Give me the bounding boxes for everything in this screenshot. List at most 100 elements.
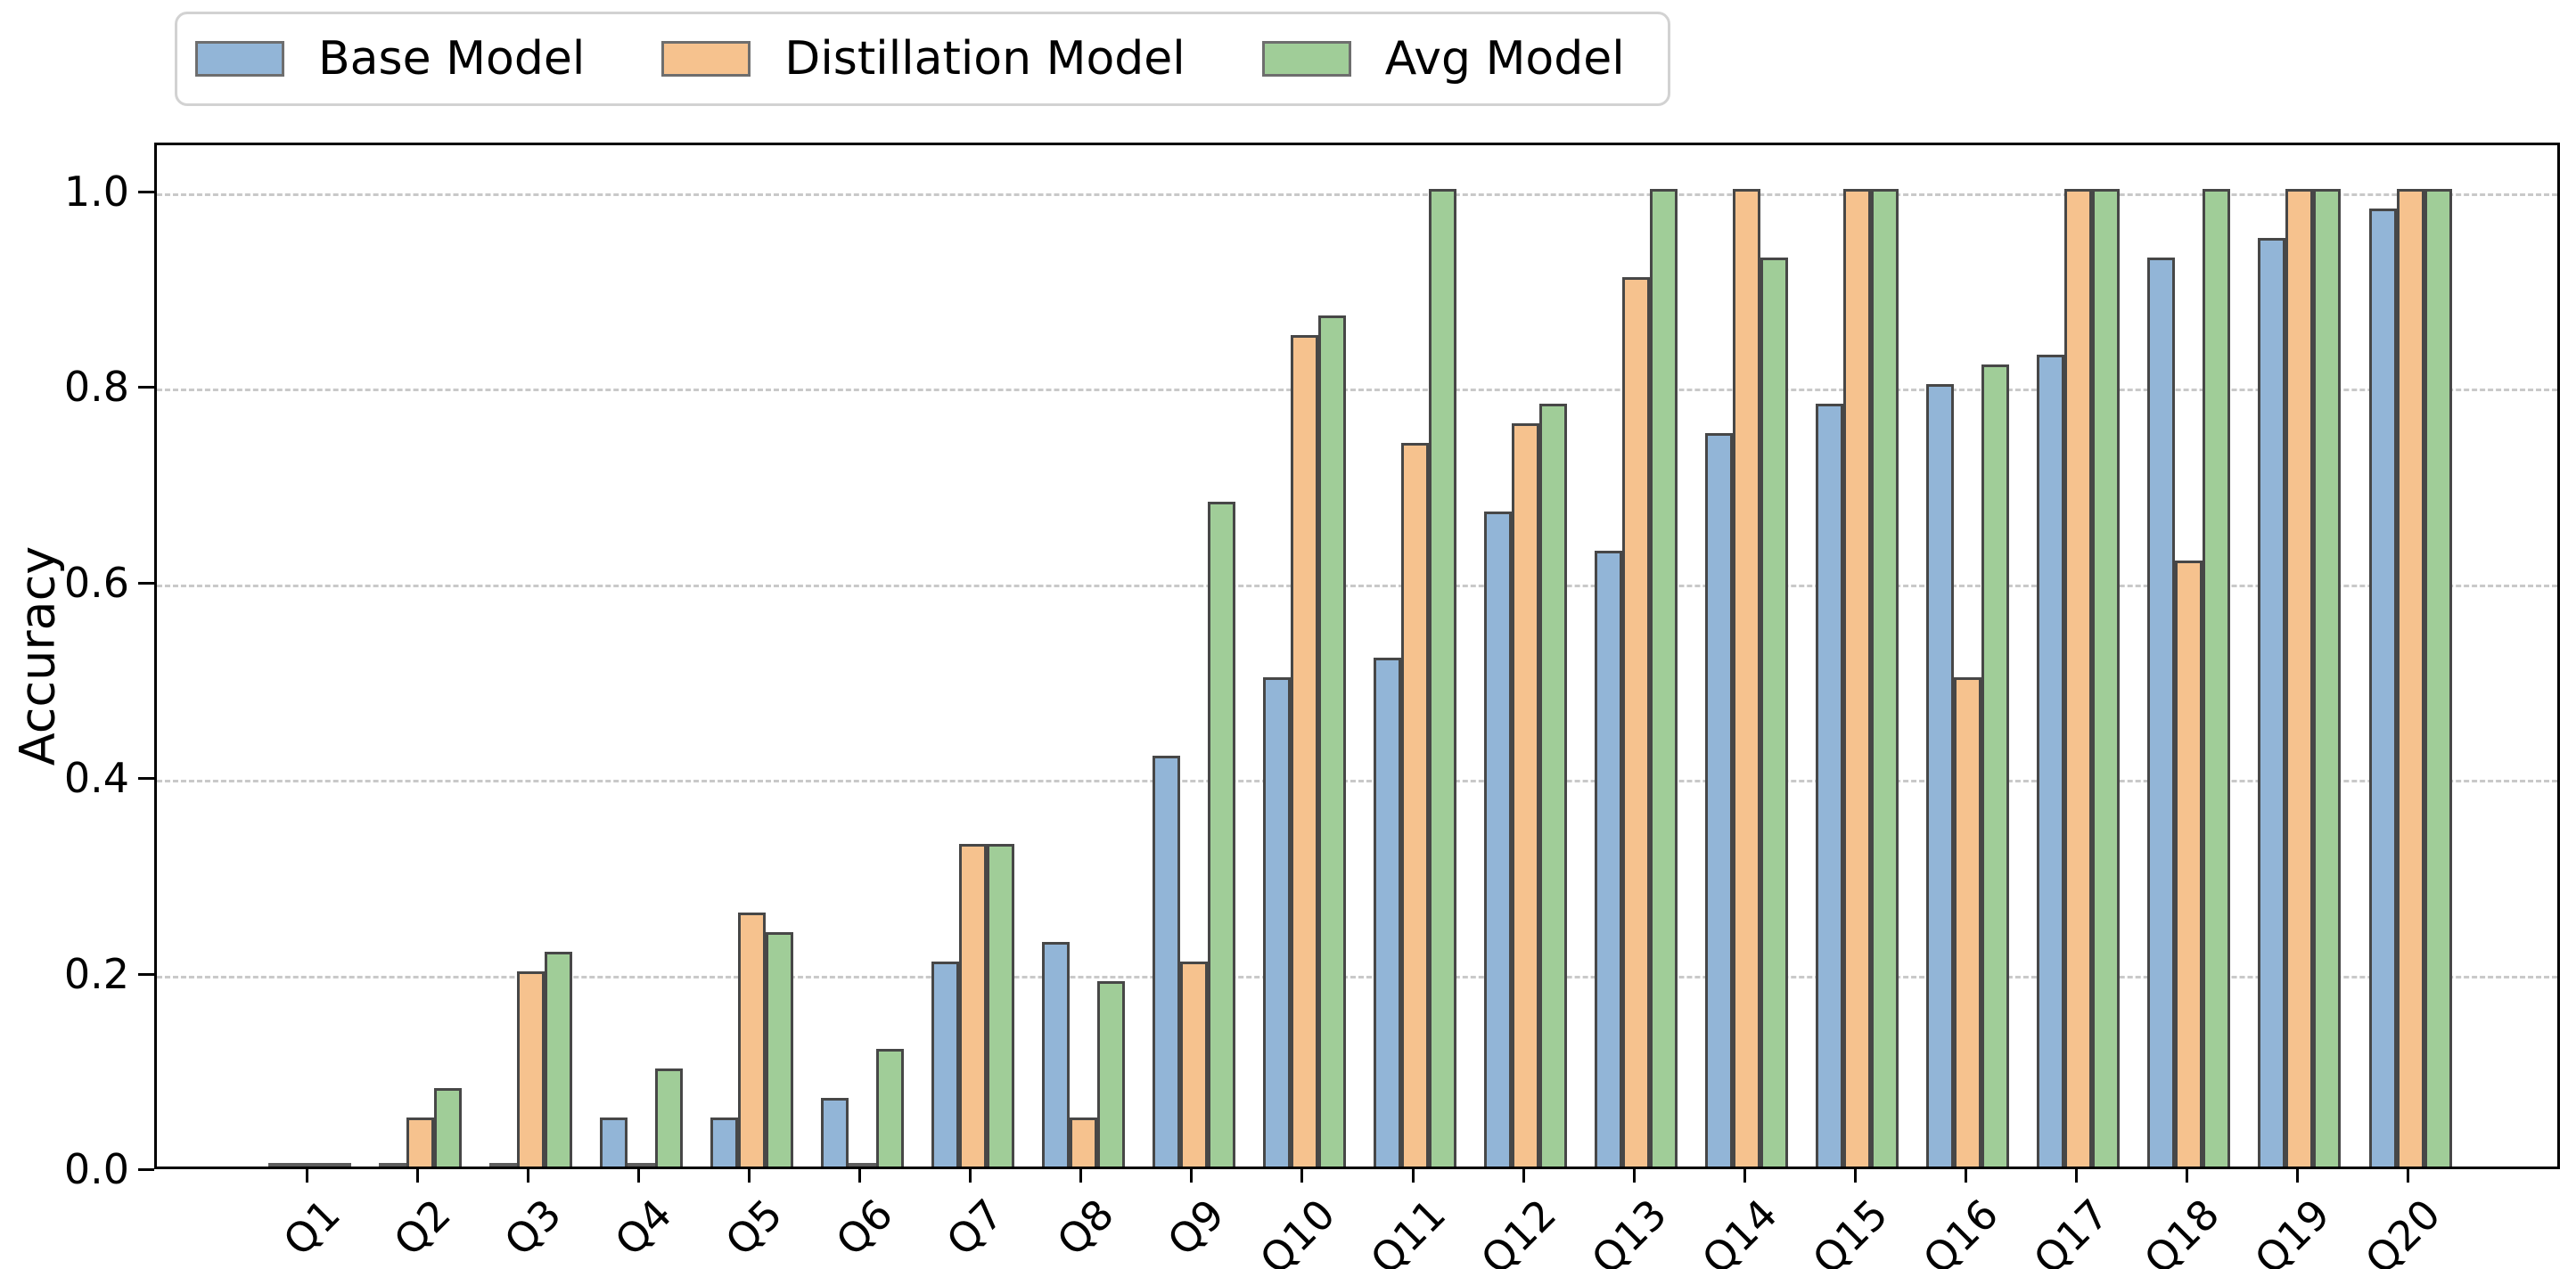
- bar-base-model-q12: [1484, 512, 1513, 1167]
- gridline-0.4: [157, 780, 2557, 783]
- y-tick-mark-0.8: [138, 386, 154, 389]
- x-tick-label-q10: Q10: [1250, 1190, 1344, 1269]
- legend-swatch-distillation-model: [661, 41, 751, 77]
- x-tick-mark-q8: [1079, 1169, 1083, 1183]
- bar-distillation-model-q3: [516, 971, 545, 1167]
- bar-avg-model-q5: [765, 932, 793, 1167]
- bar-distillation-model-q10: [1290, 335, 1318, 1167]
- x-tick-label-q5: Q5: [716, 1190, 792, 1265]
- bar-base-model-q7: [931, 962, 959, 1167]
- bar-distillation-model-q12: [1512, 423, 1540, 1167]
- bar-avg-model-q1: [323, 1163, 351, 1167]
- x-tick-mark-q10: [1300, 1169, 1304, 1183]
- gridline-1.0: [157, 192, 2557, 196]
- x-tick-mark-q4: [637, 1169, 641, 1183]
- gridline-0.2: [157, 975, 2557, 978]
- bar-distillation-model-q19: [2285, 189, 2314, 1167]
- y-tick-label-0.0: 0.0: [63, 1145, 129, 1193]
- bar-base-model-q6: [820, 1098, 849, 1167]
- bar-distillation-model-q15: [1843, 189, 1872, 1167]
- x-tick-label-q8: Q8: [1047, 1190, 1123, 1265]
- x-tick-mark-q16: [1964, 1169, 1967, 1183]
- y-tick-label-0.6: 0.6: [63, 558, 129, 607]
- bar-avg-model-q3: [544, 952, 572, 1167]
- x-tick-label-q4: Q4: [605, 1190, 681, 1265]
- x-tick-mark-q17: [2074, 1169, 2078, 1183]
- y-tick-label-1.0: 1.0: [63, 167, 129, 216]
- legend-item-avg-model: Avg Model: [1261, 32, 1625, 86]
- bar-avg-model-q6: [875, 1049, 904, 1167]
- bar-base-model-q9: [1152, 756, 1180, 1167]
- bar-avg-model-q12: [1539, 404, 1568, 1167]
- legend-item-distillation-model: Distillation Model: [661, 36, 1185, 82]
- bar-avg-model-q17: [2092, 189, 2121, 1167]
- y-tick-mark-0.6: [138, 581, 154, 585]
- bar-distillation-model-q4: [627, 1163, 655, 1167]
- x-tick-label-q13: Q13: [1581, 1190, 1676, 1269]
- bar-base-model-q4: [599, 1118, 628, 1167]
- y-tick-mark-1.0: [138, 190, 154, 193]
- bar-avg-model-q14: [1760, 258, 1789, 1167]
- bar-distillation-model-q9: [1179, 962, 1208, 1167]
- gridline-0.8: [157, 389, 2557, 392]
- bar-base-model-q10: [1262, 677, 1291, 1167]
- x-tick-mark-q13: [1632, 1169, 1636, 1183]
- bar-base-model-q2: [378, 1163, 406, 1167]
- bar-base-model-q14: [1705, 433, 1734, 1167]
- x-tick-mark-q3: [527, 1169, 530, 1183]
- legend-item-base-model: Base Model: [195, 36, 585, 82]
- plot-area: [154, 143, 2560, 1169]
- legend-swatch-base-model: [195, 41, 284, 77]
- x-tick-label-q20: Q20: [2356, 1190, 2450, 1269]
- bar-base-model-q8: [1041, 942, 1070, 1167]
- x-tick-label-q18: Q18: [2135, 1190, 2229, 1269]
- bar-base-model-q13: [1595, 551, 1623, 1167]
- x-tick-mark-q20: [2407, 1169, 2409, 1183]
- bar-avg-model-q18: [2203, 189, 2231, 1167]
- legend: Base Model Distillation Model Avg Model: [175, 12, 1670, 106]
- x-tick-label-q15: Q15: [1802, 1190, 1898, 1269]
- x-tick-label-q1: Q1: [273, 1190, 349, 1265]
- bar-distillation-model-q11: [1401, 443, 1430, 1167]
- x-tick-mark-q5: [748, 1169, 751, 1183]
- x-tick-label-q7: Q7: [937, 1190, 1013, 1265]
- x-tick-label-q9: Q9: [1158, 1190, 1234, 1265]
- legend-label: Avg Model: [1384, 32, 1625, 86]
- x-tick-label-q6: Q6: [826, 1190, 902, 1265]
- bar-distillation-model-q13: [1622, 277, 1651, 1167]
- x-tick-mark-q9: [1190, 1169, 1194, 1183]
- bar-base-model-q19: [2258, 238, 2286, 1167]
- x-tick-mark-q12: [1522, 1169, 1525, 1183]
- bar-avg-model-q10: [1317, 315, 1346, 1167]
- x-tick-mark-q14: [1743, 1169, 1746, 1183]
- bar-base-model-q20: [2368, 209, 2397, 1167]
- bar-base-model-q15: [1816, 404, 1844, 1167]
- bar-base-model-q5: [710, 1118, 738, 1167]
- legend-label: Distillation Model: [784, 32, 1185, 86]
- bar-base-model-q18: [2147, 258, 2176, 1167]
- x-tick-label-q11: Q11: [1360, 1190, 1455, 1269]
- bar-distillation-model-q7: [958, 844, 987, 1167]
- bar-avg-model-q11: [1429, 189, 1457, 1167]
- x-tick-mark-q6: [858, 1169, 862, 1183]
- legend-label: Base Model: [318, 32, 586, 86]
- y-tick-label-0.2: 0.2: [63, 949, 129, 998]
- bar-avg-model-q13: [1650, 189, 1678, 1167]
- x-tick-label-q3: Q3: [494, 1190, 570, 1265]
- bar-base-model-q17: [2037, 355, 2065, 1167]
- gridline-0.6: [157, 584, 2557, 587]
- bar-distillation-model-q5: [737, 913, 766, 1167]
- x-tick-mark-q18: [2185, 1169, 2188, 1183]
- bar-avg-model-q4: [654, 1068, 683, 1167]
- bar-distillation-model-q8: [1069, 1118, 1097, 1167]
- y-tick-label-0.4: 0.4: [63, 754, 129, 803]
- x-tick-mark-q1: [306, 1169, 308, 1183]
- bar-base-model-q11: [1374, 658, 1402, 1167]
- x-tick-label-q17: Q17: [2024, 1190, 2119, 1269]
- bar-avg-model-q20: [2424, 189, 2452, 1167]
- bar-avg-model-q2: [433, 1088, 462, 1167]
- x-tick-label-q12: Q12: [1471, 1190, 1565, 1269]
- x-tick-label-q16: Q16: [1913, 1190, 2008, 1269]
- bar-distillation-model-q18: [2175, 561, 2203, 1167]
